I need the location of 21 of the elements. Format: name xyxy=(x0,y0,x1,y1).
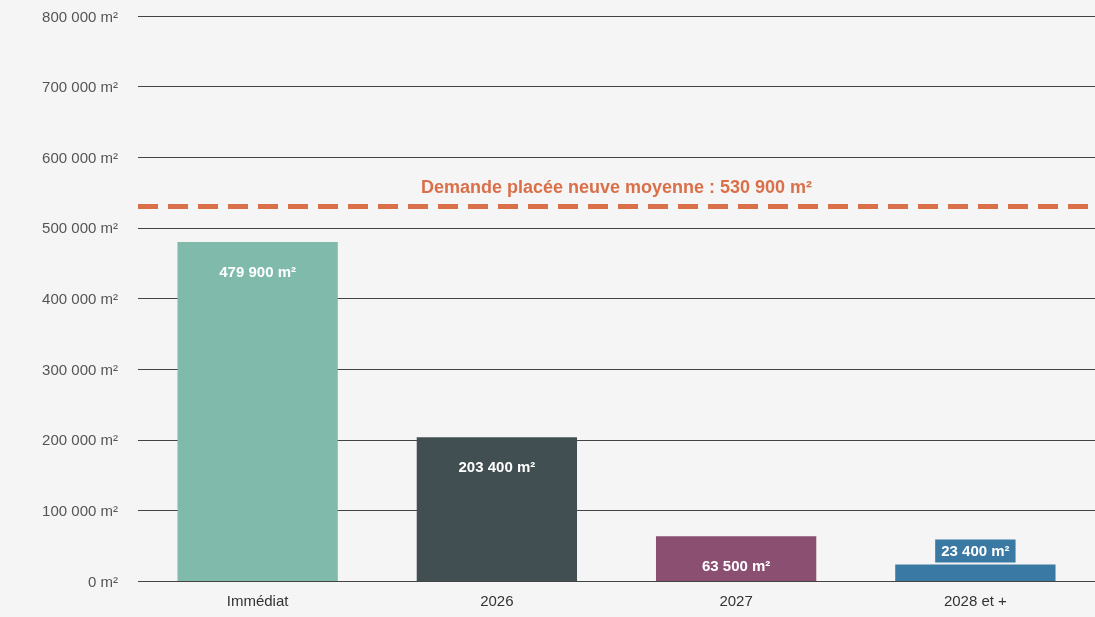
y-tick-label: 800 000 m² xyxy=(42,7,118,25)
data-label: 203 400 m² xyxy=(458,458,536,476)
y-tick-label: 0 m² xyxy=(88,572,118,590)
x-tick-label: 2028 et + xyxy=(943,592,1008,609)
bar xyxy=(177,242,338,581)
y-tick-label: 300 000 m² xyxy=(42,360,118,378)
y-tick-label: 100 000 m² xyxy=(42,501,118,519)
bar xyxy=(416,437,578,581)
data-label: 63 500 m² xyxy=(701,557,771,575)
x-tick-label: 2027 xyxy=(719,592,753,609)
data-label: 479 900 m² xyxy=(219,263,296,281)
ref-line-label: Demande placée neuve moyenne : 530 900 m² xyxy=(420,177,813,198)
x-tick-label: Immédiat xyxy=(226,592,290,609)
y-tick-label: 400 000 m² xyxy=(42,290,118,307)
data-label: 23 400 m² xyxy=(941,542,1010,560)
x-tick-label: 2026 xyxy=(480,592,514,609)
y-tick-label: 500 000 m² xyxy=(42,219,118,237)
y-tick-label: 200 000 m² xyxy=(42,431,118,449)
bar xyxy=(655,536,817,581)
y-tick-label: 600 000 m² xyxy=(42,148,118,166)
y-tick-label: 700 000 m² xyxy=(42,78,118,96)
